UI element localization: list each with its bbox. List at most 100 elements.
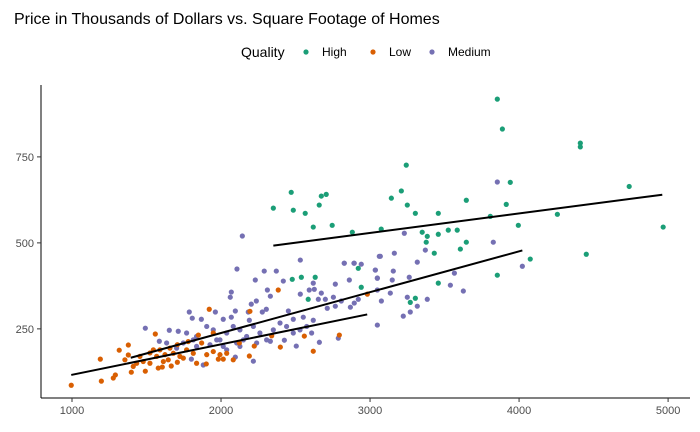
point-medium <box>407 309 413 315</box>
point-medium <box>346 277 352 283</box>
point-high <box>329 222 335 228</box>
point-medium <box>322 296 328 302</box>
point-high <box>407 299 413 305</box>
point-high <box>463 239 469 245</box>
point-medium <box>424 296 430 302</box>
point-medium <box>341 260 347 266</box>
point-medium <box>280 278 286 284</box>
x-tick-label: 5000 <box>656 405 680 417</box>
x-tick-label: 2000 <box>209 405 233 417</box>
point-high <box>270 205 276 211</box>
point-medium <box>414 303 420 309</box>
point-medium <box>406 274 412 280</box>
point-high <box>515 222 521 228</box>
point-high <box>404 202 410 208</box>
point-low <box>203 361 209 367</box>
point-high <box>454 227 460 233</box>
point-medium <box>391 250 397 256</box>
legend: Quality High Low Medium <box>241 44 491 60</box>
point-low <box>215 356 221 362</box>
point-medium <box>270 327 276 333</box>
point-medium <box>283 323 290 330</box>
point-medium <box>246 317 252 323</box>
point-medium <box>355 296 361 302</box>
point-low <box>174 359 180 365</box>
point-medium <box>460 288 466 294</box>
point-medium <box>374 322 380 328</box>
fit-line-low <box>71 313 368 376</box>
point-low <box>165 357 171 363</box>
point-medium <box>189 315 195 321</box>
point-medium <box>253 298 259 304</box>
point-low <box>310 348 316 354</box>
point-low <box>275 287 281 293</box>
point-high <box>503 201 509 207</box>
point-medium <box>330 294 336 300</box>
point-high <box>316 202 322 208</box>
point-medium <box>310 280 316 286</box>
point-medium <box>261 268 267 274</box>
point-medium <box>293 343 299 349</box>
point-high <box>290 207 296 213</box>
point-medium <box>332 281 338 287</box>
point-high <box>310 224 316 230</box>
point-high <box>288 189 294 195</box>
point-high <box>323 191 329 197</box>
point-low <box>217 352 223 358</box>
point-medium <box>390 268 396 274</box>
point-low <box>199 340 205 346</box>
point-high <box>499 126 505 132</box>
point-low <box>210 348 216 355</box>
point-high <box>388 195 394 201</box>
point-medium <box>374 275 380 281</box>
point-medium <box>252 277 258 283</box>
point-medium <box>186 309 192 315</box>
point-high <box>312 274 318 280</box>
point-high <box>403 162 409 168</box>
point-medium <box>422 247 428 253</box>
point-medium <box>257 330 263 336</box>
point-low <box>122 357 128 363</box>
point-high <box>424 233 430 239</box>
point-medium <box>214 337 220 343</box>
point-medium <box>414 259 420 265</box>
point-low <box>98 378 104 384</box>
point-medium <box>447 282 453 288</box>
point-medium <box>290 316 296 322</box>
point-medium <box>281 337 287 343</box>
point-low <box>230 357 236 363</box>
point-medium <box>519 263 525 269</box>
point-low <box>125 352 131 358</box>
point-medium <box>227 294 233 300</box>
point-medium <box>351 300 357 306</box>
point-medium <box>239 233 245 239</box>
point-medium <box>220 316 226 322</box>
point-high <box>355 265 361 271</box>
point-medium <box>316 339 322 345</box>
point-medium <box>400 313 406 319</box>
point-high <box>298 274 304 280</box>
point-medium <box>389 277 395 283</box>
point-medium <box>212 309 218 315</box>
point-high <box>435 280 441 286</box>
x-tick-label: 1000 <box>60 405 84 417</box>
point-medium <box>490 239 496 245</box>
point-medium <box>248 301 254 307</box>
legend-label: High <box>322 45 347 59</box>
point-low <box>224 350 230 356</box>
point-low <box>159 364 165 370</box>
point-medium <box>142 325 148 331</box>
axis-ticks: 1000 2000 3000 4000 5000 250 500 750 <box>16 152 681 417</box>
point-high <box>577 144 583 150</box>
point-low <box>68 382 74 388</box>
point-low <box>336 332 342 338</box>
point-high <box>577 140 583 146</box>
point-low <box>220 356 226 362</box>
point-low <box>206 306 212 312</box>
point-medium <box>198 316 204 322</box>
point-medium <box>228 289 234 295</box>
point-medium <box>309 330 315 336</box>
point-medium <box>259 309 265 315</box>
point-low <box>177 353 183 359</box>
point-medium <box>401 230 407 236</box>
